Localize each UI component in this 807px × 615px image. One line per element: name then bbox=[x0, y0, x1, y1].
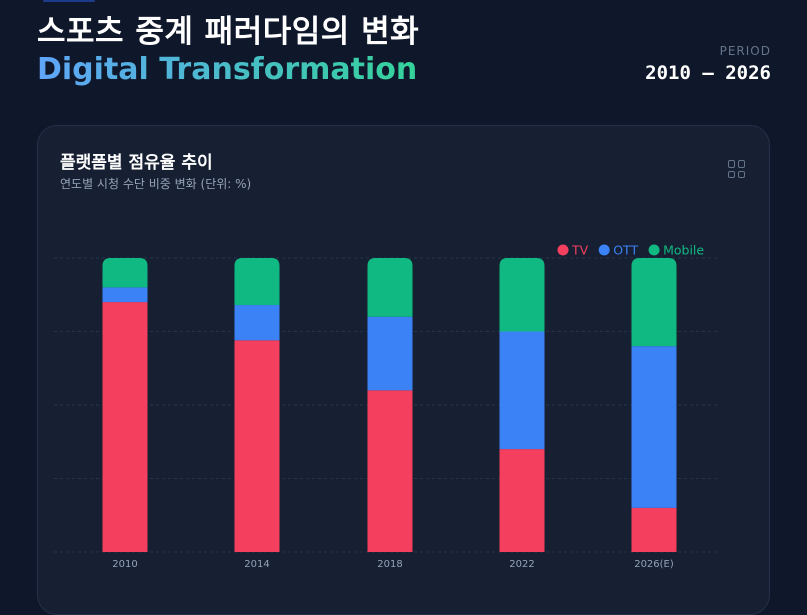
legend-label-mobile: Mobile bbox=[663, 243, 704, 258]
x-tick-label: 2026(E) bbox=[634, 559, 674, 570]
bar-ott-2014 bbox=[234, 305, 280, 341]
bar-tv-2026(E) bbox=[631, 507, 677, 552]
legend-dot-mobile bbox=[648, 244, 660, 256]
card-subtitle: 연도별 시청 수단 비중 변화 (단위: %) bbox=[60, 177, 252, 191]
top-accent-bar bbox=[43, 0, 95, 2]
stacked-bar-chart: 2010 2014 2018 2022 2026(E) TV OTT Mobile bbox=[54, 243, 720, 570]
bar-ott-2022 bbox=[499, 331, 545, 450]
legend-dot-tv bbox=[557, 244, 569, 256]
bar-mobile-2010 bbox=[102, 258, 148, 288]
bar-mobile-2018 bbox=[367, 258, 413, 317]
card-title: 플랫폼별 점유율 추이 bbox=[60, 153, 213, 173]
legend-label-tv: TV bbox=[571, 243, 589, 258]
bar-mobile-2014 bbox=[234, 258, 280, 306]
page-subtitle: Digital Transformation bbox=[37, 52, 418, 87]
x-tick-label: 2018 bbox=[377, 559, 402, 570]
legend-label-ott: OTT bbox=[613, 243, 638, 258]
bar-tv-2010 bbox=[102, 302, 148, 552]
x-tick-label: 2014 bbox=[244, 559, 269, 570]
bar-mobile-2022 bbox=[499, 258, 545, 332]
legend-dot-ott bbox=[598, 244, 610, 256]
bar-tv-2022 bbox=[499, 449, 545, 552]
period-value: 2010 — 2026 bbox=[645, 62, 771, 84]
bar-tv-2018 bbox=[367, 390, 413, 552]
bar-ott-2026(E) bbox=[631, 346, 677, 508]
page-title: 스포츠 중계 패러다임의 변화 bbox=[37, 14, 420, 50]
x-tick-label: 2010 bbox=[112, 559, 137, 570]
bar-ott-2018 bbox=[367, 316, 413, 391]
bar-tv-2014 bbox=[234, 340, 280, 552]
x-tick-label: 2022 bbox=[509, 559, 534, 570]
bar-ott-2010 bbox=[102, 287, 148, 303]
period-label: PERIOD bbox=[719, 44, 771, 58]
bar-mobile-2026(E) bbox=[631, 258, 677, 347]
grid-icon[interactable] bbox=[728, 160, 746, 178]
